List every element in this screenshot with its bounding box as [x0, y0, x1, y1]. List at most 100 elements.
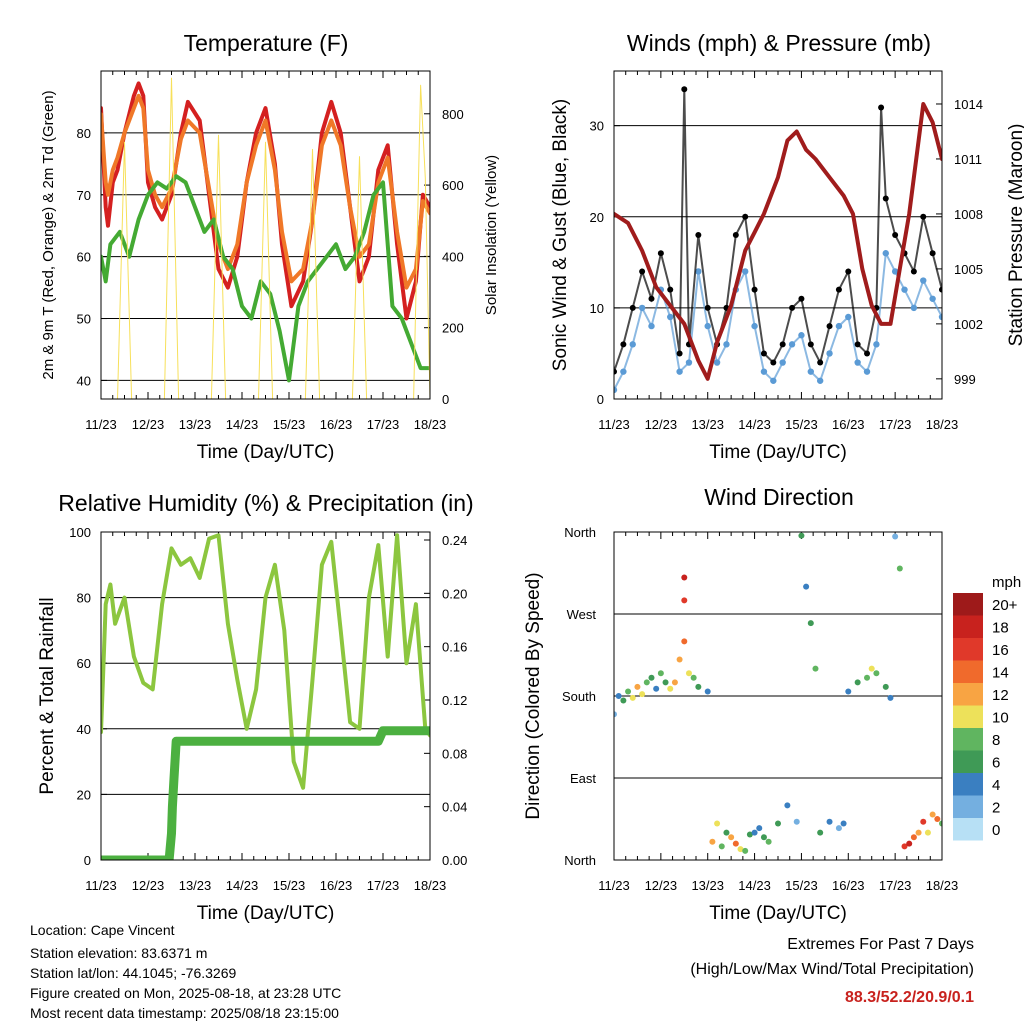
x-tick-label: 13/23	[179, 417, 212, 432]
x-tick-label: 16/23	[832, 417, 865, 432]
x-axis-label: Time (Day/UTC)	[197, 442, 335, 463]
legend-title: mph	[992, 574, 1021, 591]
data-point	[704, 688, 711, 695]
data-point	[728, 834, 735, 841]
data-point	[920, 818, 927, 825]
panel-title: Relative Humidity (%) & Precipitation (i…	[58, 490, 473, 516]
legend-label: 12	[992, 687, 1009, 704]
legend-swatch	[953, 773, 983, 796]
legend-label: 18	[992, 620, 1009, 637]
data-point	[882, 683, 889, 690]
data-point	[826, 818, 833, 825]
y-tick-label-right: 800	[442, 107, 464, 122]
x-tick-label: 15/23	[273, 417, 306, 432]
x-tick-label: 14/23	[738, 878, 771, 893]
data-point	[690, 674, 697, 681]
x-tick-label: 17/23	[879, 417, 912, 432]
plot-frame	[613, 70, 943, 400]
y-tick-label-right: 0.12	[442, 693, 467, 708]
x-tick-label: 18/23	[414, 878, 447, 893]
x-tick-label: 12/23	[645, 417, 678, 432]
data-point	[681, 574, 688, 581]
data-point	[868, 665, 875, 672]
data-point	[718, 843, 725, 850]
x-axis-label: Time (Day/UTC)	[709, 442, 847, 463]
y-tick-label-right: 0.24	[442, 533, 467, 548]
y-axis-label: Sonic Wind & Gust (Blue, Black)	[550, 99, 571, 371]
y-tick-label: 10	[590, 301, 604, 316]
legend-label: 16	[992, 642, 1009, 659]
x-tick-label: 16/23	[320, 417, 353, 432]
x-tick-label: 15/23	[273, 878, 306, 893]
y-tick-label: 70	[77, 188, 91, 203]
legend-label: 6	[992, 755, 1000, 772]
y-tick-label: 30	[590, 119, 604, 134]
plot-frame	[613, 531, 943, 861]
footer-elevation: Station elevation: 83.6371 m	[30, 945, 208, 961]
x-tick-label: 12/23	[132, 878, 165, 893]
data-point	[662, 679, 669, 686]
data-point	[906, 840, 913, 847]
y-tick-label: 20	[77, 787, 91, 802]
data-point	[845, 688, 852, 695]
y-tick-label-right: 400	[442, 249, 464, 264]
y-tick-label: East	[570, 771, 596, 786]
data-point	[671, 679, 678, 686]
extremes-title: Extremes For Past 7 Days	[787, 936, 974, 953]
y-tick-label: 80	[77, 126, 91, 141]
data-point	[929, 811, 936, 818]
y-tick-label: 0	[84, 853, 91, 868]
legend-label: 14	[992, 665, 1009, 682]
y-tick-label-right: 1002	[954, 317, 983, 332]
data-point	[812, 665, 819, 672]
x-tick-label: 13/23	[691, 417, 724, 432]
data-point	[887, 694, 894, 701]
data-point	[695, 683, 702, 690]
x-tick-label: 12/23	[645, 878, 678, 893]
series-line	[101, 726, 430, 860]
y-tick-label: 40	[77, 373, 91, 388]
data-point	[681, 597, 688, 604]
legend-label: 20+	[992, 597, 1018, 614]
y-tick-label: 20	[590, 210, 604, 225]
data-point	[835, 825, 842, 832]
data-point	[643, 679, 650, 686]
y-tick-label: North	[564, 853, 596, 868]
data-point	[760, 834, 767, 841]
x-tick-label: 16/23	[320, 878, 353, 893]
legend-label: 2	[992, 800, 1000, 817]
data-point	[639, 691, 646, 698]
y-tick-label-right: 0.20	[442, 586, 467, 601]
plot-frame	[100, 531, 431, 861]
x-tick-label: 11/23	[85, 878, 117, 893]
series-group	[101, 533, 430, 860]
panel-3: Wind DirectionNorthEastSouthWestNorth11/…	[523, 484, 958, 924]
legend-swatch	[953, 705, 983, 728]
extremes-values: 88.3/52.2/20.9/0.1	[845, 989, 974, 1006]
panel-1: Winds (mph) & Pressure (mb) 0 10 20 30 999 100…	[550, 30, 1024, 463]
data-point	[934, 816, 941, 822]
y-tick-label: 80	[77, 591, 91, 606]
y-tick-label-right: 0.04	[442, 800, 467, 815]
x-tick-label: 13/23	[691, 878, 724, 893]
legend-swatch	[953, 660, 983, 683]
data-point	[803, 583, 810, 590]
data-point	[939, 820, 942, 827]
data-point	[854, 679, 861, 686]
y-tick-label-right: 1011	[954, 152, 982, 167]
plot-frame	[100, 70, 431, 400]
y-tick-label: South	[562, 689, 596, 704]
series-group	[101, 77, 430, 399]
data-point	[629, 694, 636, 701]
x-tick-label: 17/23	[367, 878, 400, 893]
y-tick-label-right: 0.00	[442, 853, 467, 868]
legend-swatch	[953, 683, 983, 706]
x-axis-label: Time (Day/UTC)	[197, 903, 335, 924]
panel-title: Winds (mph) & Pressure (mb)	[627, 30, 931, 56]
series-line	[614, 102, 942, 381]
y-tick-label: 50	[77, 312, 91, 327]
data-point	[901, 843, 908, 850]
y-tick-label-right: 999	[954, 372, 976, 387]
data-point	[798, 532, 805, 539]
legend-swatch	[953, 593, 983, 616]
